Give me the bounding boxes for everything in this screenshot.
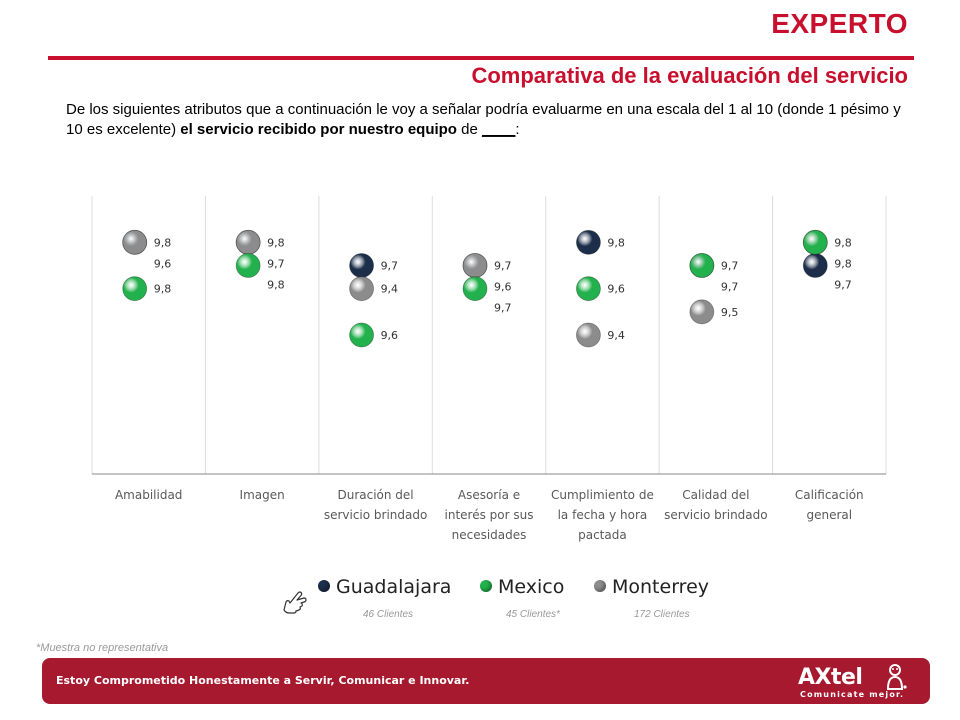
footer-slogan: Estoy Comprometido Honestamente a Servir… [56, 674, 470, 687]
question-blank: ____ [482, 121, 516, 138]
data-point-mexico [689, 253, 715, 278]
data-label: 9,6 [607, 283, 625, 296]
data-point-monterrey [349, 276, 374, 302]
data-point-guadalajara [802, 253, 828, 278]
data-label: 9,4 [381, 283, 399, 296]
data-label: 9,4 [607, 329, 625, 342]
data-point-mexico [462, 276, 488, 302]
legend-count-monterrey: 172 Clientes [634, 609, 690, 620]
sample-footnote: *Muestra no representativa [36, 642, 169, 654]
data-label: 9,8 [267, 236, 285, 249]
data-point-monterrey [689, 299, 715, 325]
x-tick-label: Asesoría e interés por sus necesidades [445, 488, 534, 542]
x-tick-label: Calidad del servicio brindado [664, 488, 768, 522]
x-tick-label: Imagen [240, 488, 285, 502]
legend-count-mexico: 45 Clientes* [506, 609, 560, 620]
legend-marker-guadalajara [318, 579, 330, 592]
data-point-mexico [349, 322, 374, 348]
footer-banner: Estoy Comprometido Honestamente a Servir… [42, 658, 930, 704]
data-label: 9,6 [381, 329, 399, 342]
legend-marker-mexico [480, 579, 492, 592]
x-tick-label: Duración del servicio brindado [324, 488, 428, 522]
question-text-2: de [456, 121, 483, 138]
legend-label-guadalajara: Guadalajara [336, 576, 452, 598]
question-emphasis: el servicio recibido por nuestro equipo [180, 121, 457, 138]
data-label: 9,7 [721, 281, 739, 294]
page-subtitle: Comparativa de la evaluación del servici… [471, 63, 908, 88]
x-tick-label: Cumplimiento de la fecha y hora pactada [551, 488, 654, 542]
page-title: EXPERTO [771, 8, 908, 39]
data-label: 9,7 [267, 257, 285, 270]
legend-item-guadalajara: Guadalajara [318, 576, 451, 598]
data-label: 9,8 [834, 236, 852, 249]
data-label: 9,7 [494, 260, 512, 273]
data-label: 9,5 [721, 306, 739, 319]
x-tick-label: Calificación general [795, 488, 864, 522]
legend-label-mexico: Mexico [498, 576, 565, 598]
data-label: 9,7 [834, 278, 852, 291]
data-point-mexico [802, 229, 828, 255]
data-point-guadalajara [349, 253, 374, 278]
legend-item-monterrey: Monterrey [594, 576, 709, 598]
survey-question: De los siguientes atributos que a contin… [66, 100, 906, 140]
data-point-monterrey [462, 253, 488, 278]
legend-label-monterrey: Monterrey [612, 576, 710, 598]
header-divider [48, 56, 914, 60]
data-label: 9,8 [834, 257, 852, 270]
data-label: 9,7 [721, 260, 739, 273]
legend-item-mexico: Mexico [480, 576, 564, 598]
data-label: 9,8 [154, 283, 172, 296]
data-point-mexico [235, 253, 261, 278]
legend-marker-monterrey [594, 579, 606, 592]
data-point-monterrey [235, 229, 261, 255]
data-label: 9,6 [154, 257, 172, 270]
data-label: 9,7 [381, 260, 399, 273]
logo-wordmark: AXtel [798, 665, 863, 690]
hand-pointer-icon [283, 591, 307, 614]
data-label: 9,8 [607, 236, 625, 249]
data-point-mexico [576, 276, 601, 302]
data-label: 9,7 [494, 302, 512, 315]
logo-tagline: Comunicate mejor. [800, 690, 905, 699]
axtel-mascot-icon [886, 664, 907, 690]
data-point-guadalajara [576, 229, 601, 255]
axtel-logo: AXtel Comunicate mejor. [798, 663, 908, 699]
data-point-monterrey [576, 322, 601, 348]
data-label: 9,8 [154, 236, 172, 249]
question-text-end: : [515, 121, 520, 138]
data-point-mexico [122, 276, 148, 302]
data-label: 9,8 [267, 278, 285, 291]
x-tick-label: Amabilidad [115, 488, 182, 502]
question-text: De los siguientes atributos que a contin… [66, 101, 901, 138]
data-label: 9,6 [494, 281, 512, 294]
data-point-monterrey [122, 229, 148, 255]
legend-count-guadalajara: 46 Clientes [363, 609, 414, 620]
